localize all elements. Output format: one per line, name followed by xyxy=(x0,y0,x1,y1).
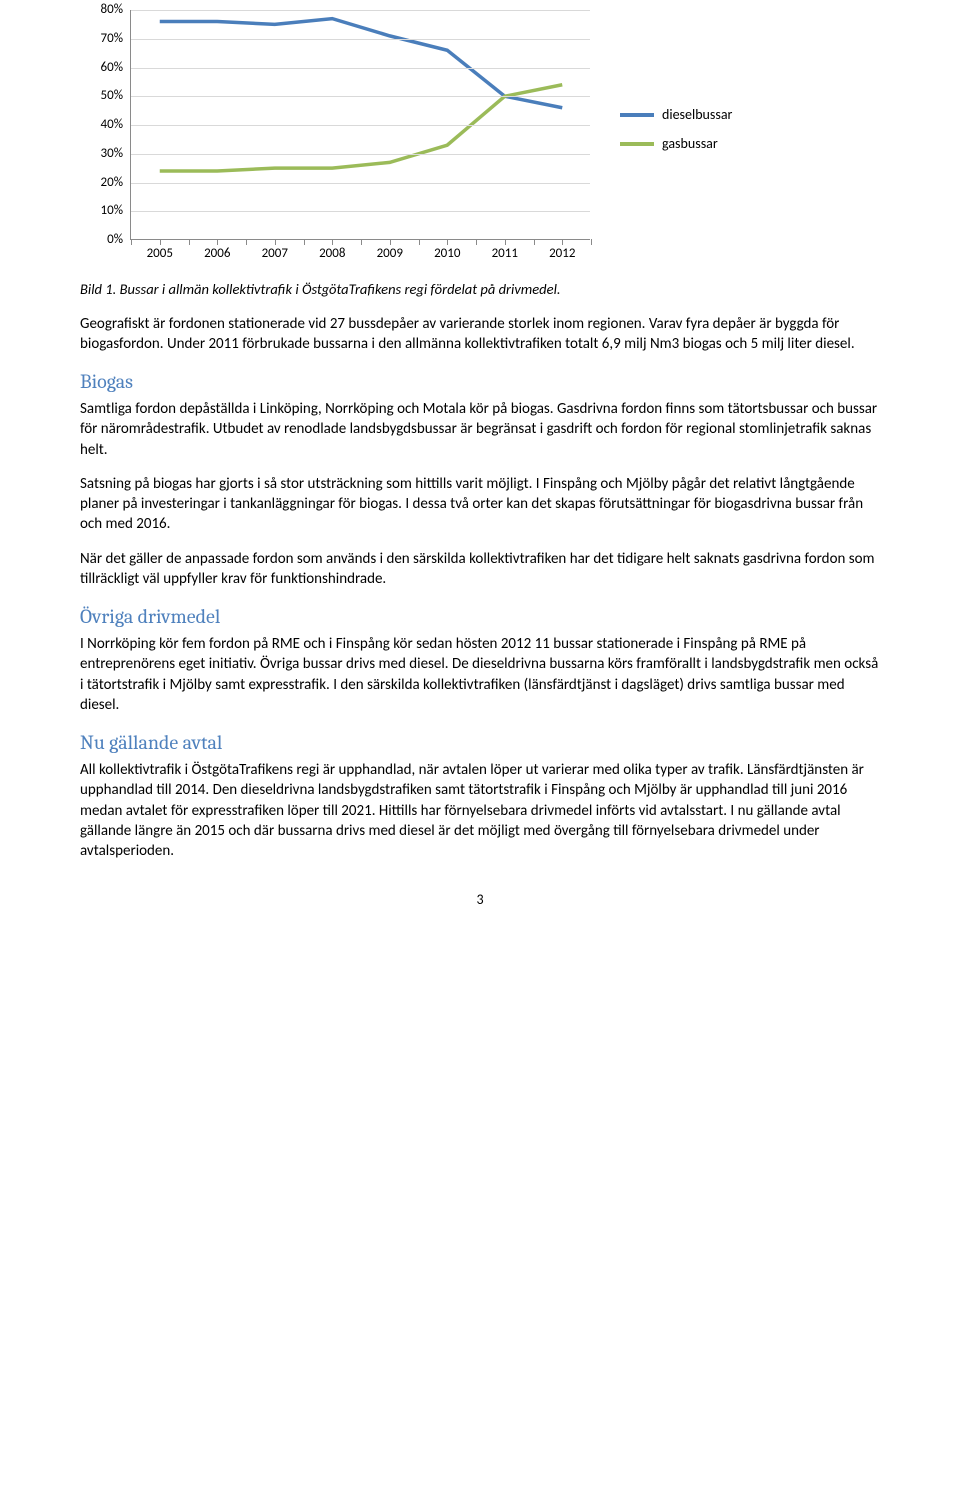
x-axis-label: 2008 xyxy=(319,245,345,263)
heading-nu-gallande-avtal: Nu gällande avtal xyxy=(80,729,880,756)
series-line-gasbussar xyxy=(160,85,563,171)
heading-ovriga-drivmedel: Övriga drivmedel xyxy=(80,603,880,630)
x-axis-label: 2010 xyxy=(434,245,460,263)
legend-swatch-diesel xyxy=(620,113,654,117)
chart-legend: dieselbussar gasbussar xyxy=(620,106,732,164)
y-axis-label: 20% xyxy=(81,174,123,192)
heading-biogas: Biogas xyxy=(80,368,880,395)
x-axis-label: 2011 xyxy=(492,245,518,263)
page-number: 3 xyxy=(80,891,880,910)
y-axis-label: 70% xyxy=(81,30,123,48)
series-line-dieselbussar xyxy=(160,19,563,108)
ovriga-para-1: I Norrköping kör fem fordon på RME och i… xyxy=(80,634,880,715)
biogas-para-2: Satsning på biogas har gjorts i så stor … xyxy=(80,474,880,535)
legend-label-gas: gasbussar xyxy=(662,135,718,154)
x-axis-label: 2012 xyxy=(549,245,575,263)
legend-item-diesel: dieselbussar xyxy=(620,106,732,125)
x-axis-label: 2007 xyxy=(262,245,288,263)
x-axis-label: 2009 xyxy=(377,245,403,263)
y-axis-label: 60% xyxy=(81,59,123,77)
biogas-para-3: När det gäller de anpassade fordon som a… xyxy=(80,549,880,590)
y-axis-label: 0% xyxy=(81,231,123,249)
y-axis-label: 30% xyxy=(81,145,123,163)
bus-fuel-chart: 0%10%20%30%40%50%60%70%80%20052006200720… xyxy=(80,10,800,270)
avtal-para-1: All kollektivtrafik i ÖstgötaTrafikens r… xyxy=(80,760,880,861)
legend-item-gas: gasbussar xyxy=(620,135,732,154)
y-axis-label: 40% xyxy=(81,116,123,134)
y-axis-label: 80% xyxy=(81,1,123,19)
figure-caption: Bild 1. Bussar i allmän kollektivtrafik … xyxy=(80,280,880,300)
y-axis-label: 10% xyxy=(81,202,123,220)
x-axis-label: 2005 xyxy=(147,245,173,263)
x-axis-label: 2006 xyxy=(204,245,230,263)
chart-plot-area: 0%10%20%30%40%50%60%70%80%20052006200720… xyxy=(130,10,590,240)
biogas-para-1: Samtliga fordon depåställda i Linköping,… xyxy=(80,399,880,460)
intro-paragraph: Geografiskt är fordonen stationerade vid… xyxy=(80,314,880,355)
legend-label-diesel: dieselbussar xyxy=(662,106,732,125)
legend-swatch-gas xyxy=(620,142,654,146)
y-axis-label: 50% xyxy=(81,87,123,105)
